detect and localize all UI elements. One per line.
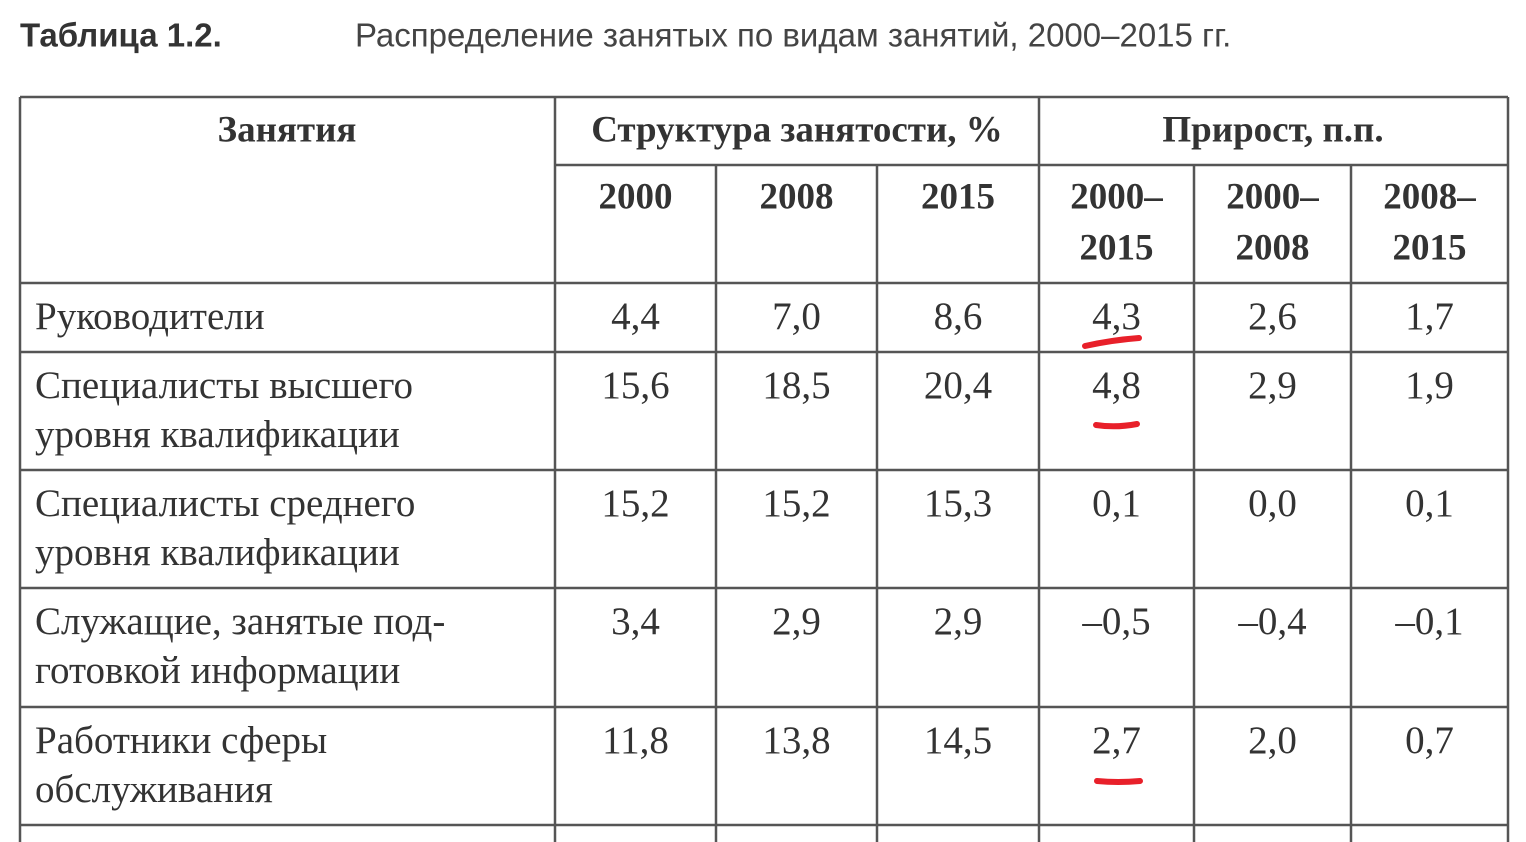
cell-value: –0,4 (1237, 600, 1306, 643)
cell-value: 0,1 (1092, 482, 1141, 525)
year-header: 2008 (760, 176, 834, 217)
year-header: 2000– (1070, 176, 1163, 217)
cell-value: 4,4 (611, 295, 660, 338)
cell-value: 15,2 (601, 482, 669, 525)
cell-value: 13,8 (762, 719, 830, 762)
header-cell: Занятия (218, 109, 357, 150)
pen-underline (1094, 778, 1143, 785)
cell-value: 14,5 (924, 719, 992, 762)
year-header: 2000 (599, 176, 673, 217)
cell-value: 0,1 (1405, 482, 1454, 525)
cell-value: 15,3 (924, 482, 992, 525)
row-label: уровня квалификации (35, 531, 400, 574)
cell-value: 7,0 (772, 295, 821, 338)
cell-value: 2,9 (772, 600, 821, 643)
row-label: Работники сферы (35, 719, 327, 762)
cell-value: 3,4 (611, 600, 660, 643)
cell-value: 0,7 (1405, 719, 1454, 762)
pen-underline (1093, 421, 1140, 430)
cell-value: –0,1 (1394, 600, 1463, 643)
cell-value: 2,9 (934, 600, 983, 643)
cell-value: 1,7 (1405, 295, 1454, 338)
cell-value: 2,9 (1248, 364, 1297, 407)
cell-value: 2,6 (1248, 295, 1297, 338)
row-label: Руководители (35, 295, 265, 338)
row-label: Служащие, занятые под- (35, 600, 445, 643)
cell-value: 1,9 (1405, 364, 1454, 407)
row-label: обслуживания (35, 768, 273, 811)
pen-underline (1082, 335, 1142, 349)
header-cell: Структура занятости, % (591, 109, 1003, 150)
cell-value: 15,2 (762, 482, 830, 525)
table-caption: Распределение занятых по видам занятий, … (355, 17, 1231, 54)
cell-value: –0,5 (1081, 600, 1150, 643)
cell-value: 0,0 (1248, 482, 1297, 525)
grid (18, 95, 1510, 842)
year-header: 2015 (921, 176, 995, 217)
year-header: 2008 (1236, 227, 1310, 268)
row-label: готовкой информации (35, 649, 400, 692)
cell-value: 4,8 (1092, 364, 1141, 407)
year-header: 2015 (1393, 227, 1467, 268)
cell-value: 2,7 (1092, 719, 1141, 762)
cell-value: 8,6 (934, 295, 983, 338)
header-cell: Прирост, п.п. (1162, 109, 1383, 150)
pen-marks (1082, 335, 1143, 785)
table-label: Таблица 1.2. (20, 17, 222, 54)
cell-value: 18,5 (762, 364, 830, 407)
table: Занятия Структура занятости, % Прирост, п.… (35, 109, 1476, 810)
year-header: 2000– (1226, 176, 1319, 217)
cell-value: 4,3 (1092, 295, 1141, 338)
row-label: Специалисты среднего (35, 482, 415, 525)
year-header: 2008– (1383, 176, 1476, 217)
cell-value: 20,4 (924, 364, 992, 407)
row-label: уровня квалификации (35, 413, 400, 456)
year-header: 2015 (1080, 227, 1154, 268)
cell-value: 2,0 (1248, 719, 1297, 762)
cell-value: 11,8 (602, 719, 669, 762)
row-label: Специалисты высшего (35, 364, 413, 407)
cell-value: 15,6 (601, 364, 669, 407)
